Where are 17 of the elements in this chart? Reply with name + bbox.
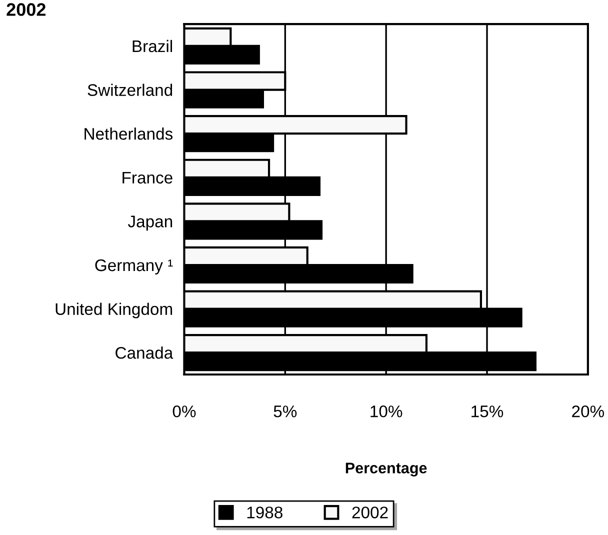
x-axis-title: Percentage (346, 462, 427, 476)
x-tick-label: 10% (370, 405, 402, 418)
x-tick-label: 5% (274, 406, 297, 418)
y-tick-label: United Kingdom (56, 302, 172, 318)
y-tick-label: Brazil (132, 40, 172, 52)
legend-label: 1988 (247, 506, 282, 518)
y-tick-label: Germany ¹ (95, 259, 173, 274)
x-tick-label: 15% (472, 406, 504, 418)
x-tick-label: 20% (572, 405, 604, 418)
x-tick-label: 0% (172, 405, 196, 418)
y-tick-label: Netherlands (84, 128, 173, 140)
y-tick-label: France (122, 172, 172, 184)
y-tick-label: Japan (128, 216, 172, 231)
y-tick-label: Canada (116, 346, 174, 359)
y-tick-label: Switzerland (88, 84, 172, 96)
legend-label: 2002 (352, 506, 388, 518)
text: 2002 (6, 3, 46, 16)
